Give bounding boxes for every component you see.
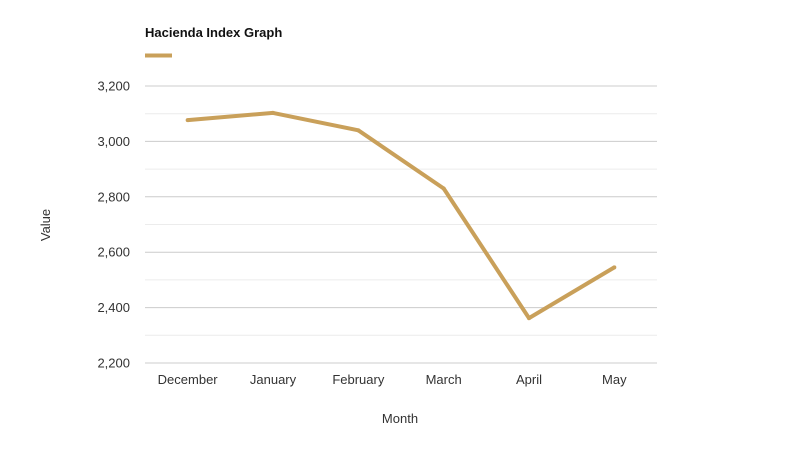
data-point <box>185 118 190 123</box>
x-tick-label: April <box>516 372 542 387</box>
y-tick-label: 2,200 <box>97 356 130 371</box>
chart-title: Hacienda Index Graph <box>145 25 282 40</box>
x-tick-label: May <box>602 372 627 387</box>
data-point <box>612 265 617 270</box>
x-axis-label: Month <box>382 411 418 426</box>
y-tick-label: 2,800 <box>97 189 130 204</box>
x-tick-label: February <box>332 372 385 387</box>
data-point <box>441 186 446 191</box>
grid-lines <box>145 85 657 364</box>
y-axis-label: Value <box>38 209 53 241</box>
x-tick-label: March <box>426 372 462 387</box>
series-group <box>185 110 617 321</box>
series-line <box>187 110 616 321</box>
y-tick-label: 3,200 <box>97 79 130 94</box>
data-point <box>527 316 531 321</box>
data-point <box>356 128 361 133</box>
data-point <box>271 110 275 115</box>
y-axis-ticks: 2,200 2,400 2,600 2,800 3,000 3,200 <box>97 79 130 371</box>
y-tick-label: 3,000 <box>97 134 130 149</box>
x-tick-label: January <box>250 372 297 387</box>
x-axis-ticks: December January February March April May <box>158 372 627 387</box>
y-tick-label: 2,400 <box>97 300 130 315</box>
x-tick-label: December <box>158 372 219 387</box>
y-tick-label: 2,600 <box>97 245 130 260</box>
